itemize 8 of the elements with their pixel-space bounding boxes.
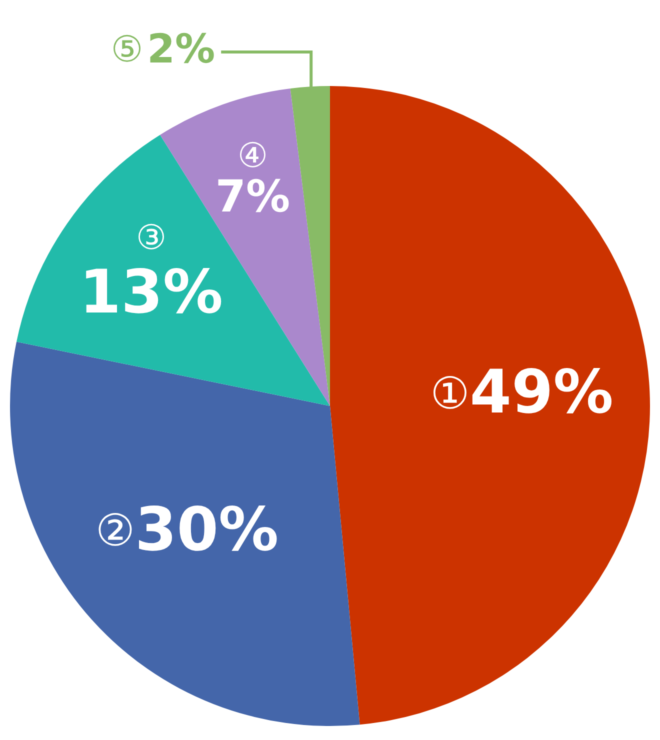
slice-label: ① [430, 368, 470, 420]
slice-label: ② [96, 506, 135, 557]
data-label: 13% [79, 258, 224, 328]
slice-label: ⑤ [110, 29, 144, 70]
data-label: 2% [147, 26, 216, 72]
data-label: 49% [470, 358, 614, 428]
slice-label: ③ [136, 218, 166, 258]
data-label: 30% [134, 494, 279, 565]
